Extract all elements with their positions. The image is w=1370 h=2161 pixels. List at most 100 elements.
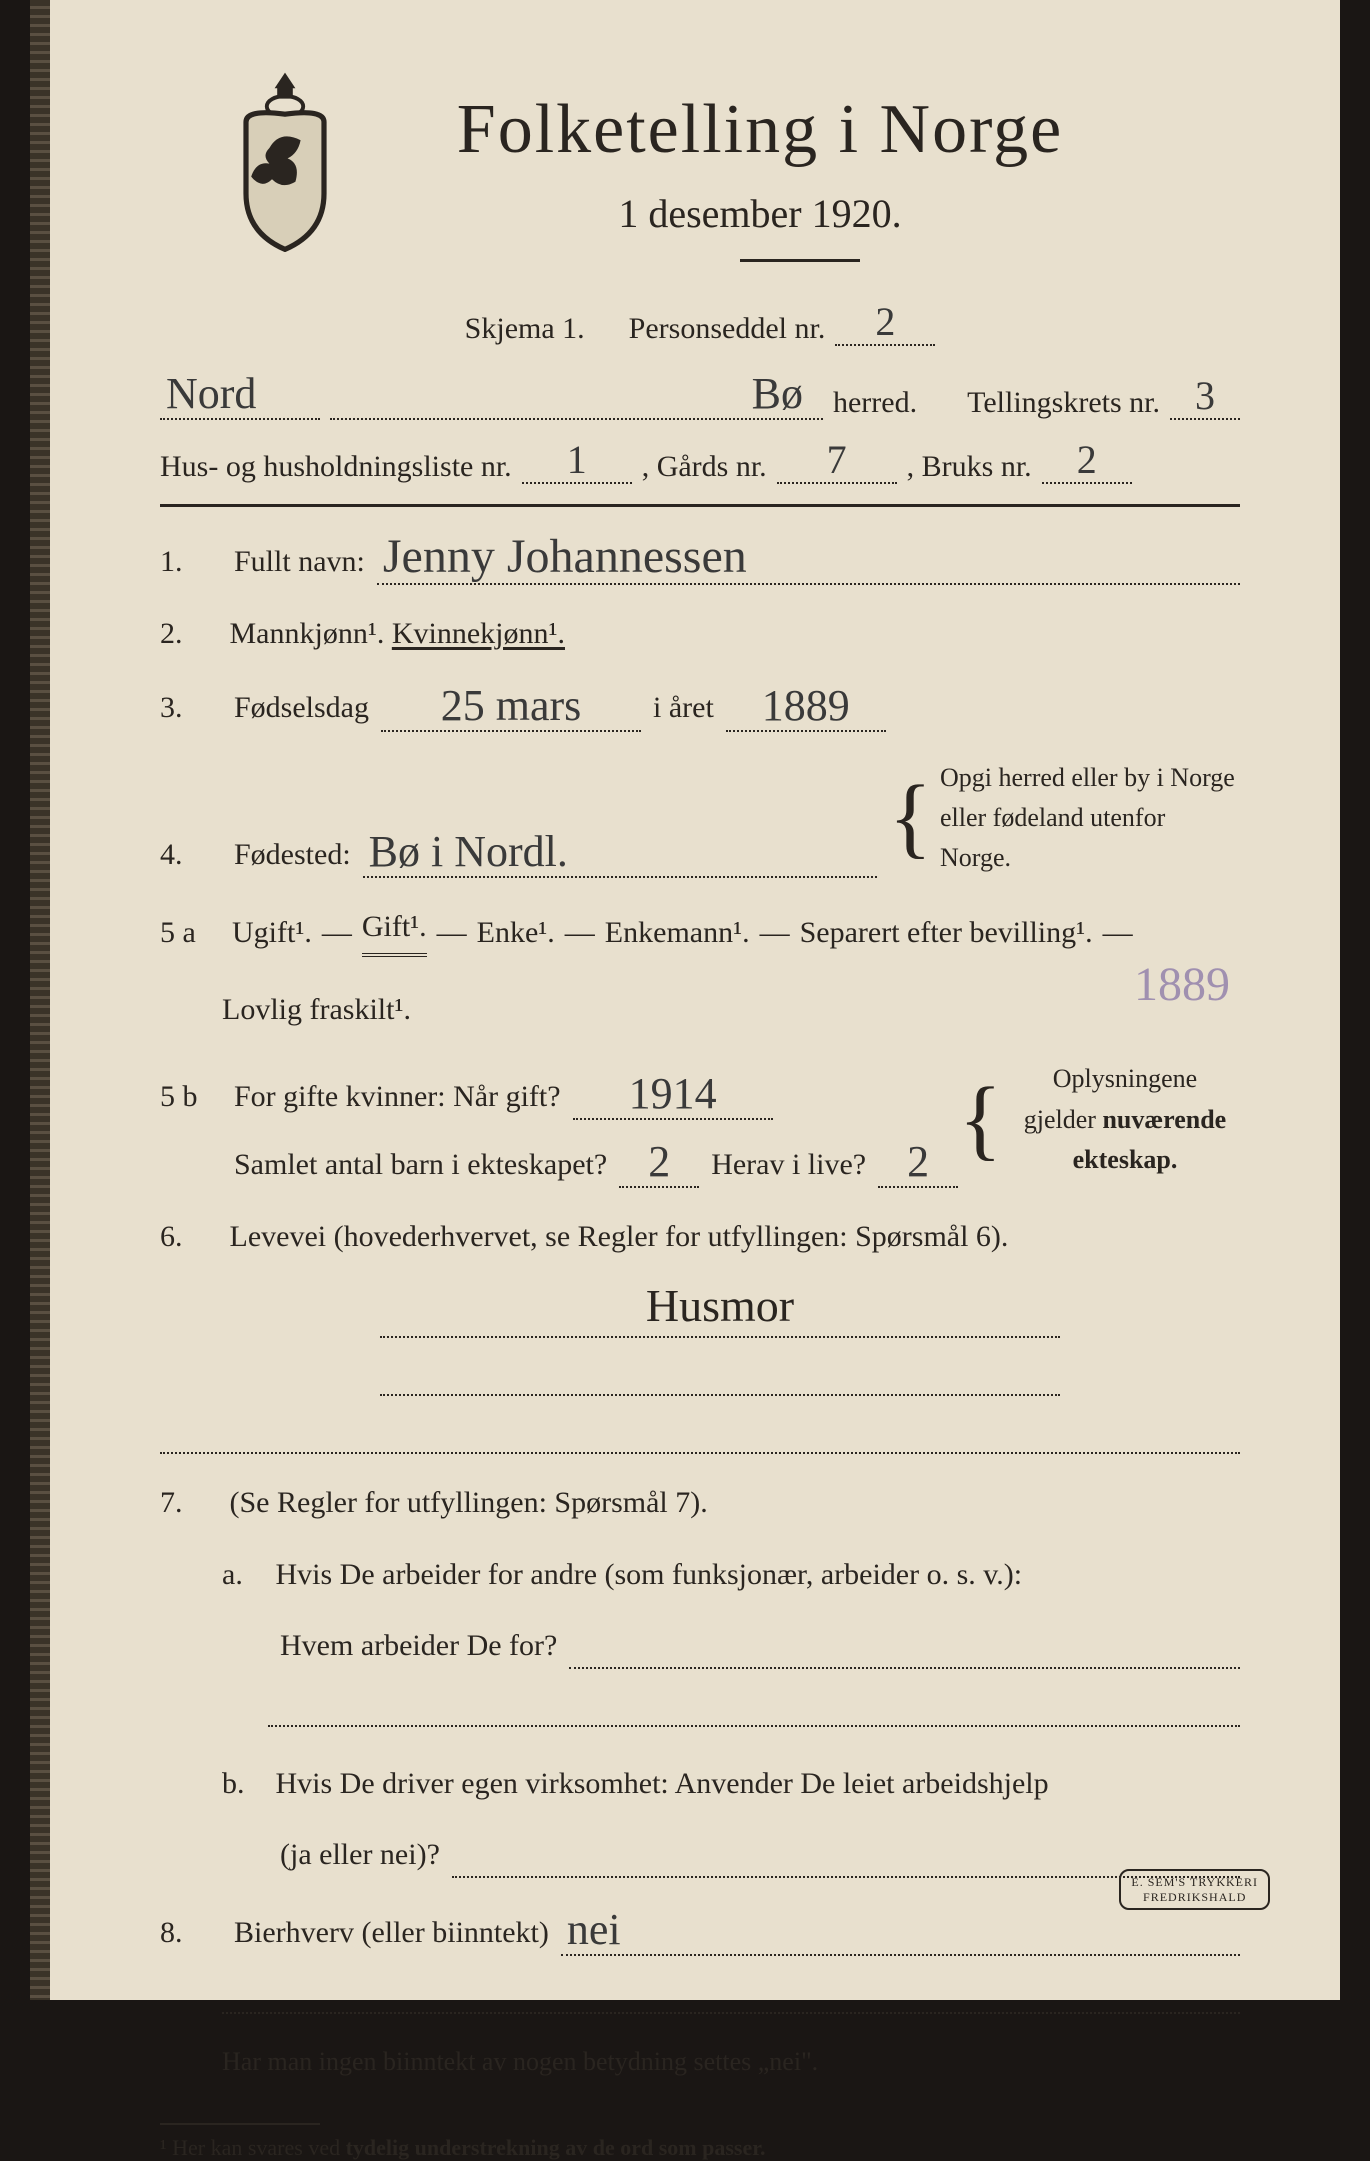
- label-bruks: , Bruks nr.: [907, 450, 1032, 484]
- label-husliste: Hus- og husholdningsliste nr.: [160, 450, 512, 484]
- opt-separert: Separert efter bevilling¹.: [800, 910, 1093, 957]
- q7b-l2: (ja eller nei)?: [280, 1832, 440, 1879]
- scan-edge: [30, 0, 50, 2000]
- q7-label: (Se Regler for utfyllingen: Spørsmål 7).: [230, 1486, 708, 1519]
- q6-label: Levevei (hovederhvervet, se Regler for u…: [230, 1220, 1009, 1253]
- opt-gift: Gift¹.: [362, 904, 427, 957]
- field-fodselsar: 1889: [726, 684, 886, 732]
- q5a-num: 5 a: [160, 910, 222, 957]
- q7b-num: b.: [222, 1761, 268, 1808]
- footnote-bold: tydelig understrekning av de ord som pas…: [346, 2135, 766, 2160]
- field-nar-gift: 1914: [573, 1072, 773, 1120]
- q3-label: Fødselsdag: [234, 685, 369, 732]
- footnote-text-a: Her kan svares ved: [172, 2135, 346, 2160]
- q2-opt-mann: Mannkjønn¹.: [230, 617, 385, 650]
- q5b-side-l1: Oplysningene: [1010, 1059, 1240, 1099]
- q4-num: 4.: [160, 832, 222, 879]
- q5b-num: 5 b: [160, 1074, 222, 1121]
- q1-label: Fullt navn:: [234, 539, 365, 586]
- divider: [160, 2123, 320, 2125]
- page-title: Folketelling i Norge: [280, 90, 1240, 170]
- q3-label2: i året: [653, 685, 714, 732]
- q8-num: 8.: [160, 1910, 222, 1957]
- pencil-annotation: 1889: [1134, 948, 1230, 1022]
- divider: [160, 504, 1240, 507]
- footnote-sup: ¹: [160, 2135, 167, 2160]
- q5b-side-bold: nuværende ekteskap.: [1073, 1105, 1227, 1174]
- label-gards: , Gårds nr.: [642, 450, 767, 484]
- label-herred: herred.: [833, 386, 917, 420]
- row-hus: Hus- og husholdningsliste nr. 1 , Gårds …: [160, 440, 1240, 484]
- sep: —: [760, 910, 790, 957]
- sep: —: [437, 910, 467, 957]
- q5b-l1: For gifte kvinner: Når gift?: [234, 1074, 561, 1121]
- q5b-l2a: Samlet antal barn i ekteskapet?: [234, 1142, 607, 1189]
- header: Folketelling i Norge 1 desember 1920.: [160, 90, 1240, 262]
- sep: —: [1103, 910, 1133, 957]
- q7: 7. (Se Regler for utfyllingen: Spørsmål …: [160, 1480, 1240, 1527]
- q2-opt-kvinne: Kvinnekjønn¹.: [392, 617, 565, 650]
- field-prefix: Nord: [160, 372, 320, 420]
- q7a-l2: Hvem arbeider De for?: [280, 1623, 557, 1670]
- field-bierhverv: nei: [561, 1908, 1240, 1956]
- brace-icon: {: [889, 786, 932, 849]
- coat-of-arms-icon: [220, 70, 350, 250]
- stamp-l2: FREDRIKSHALD: [1131, 1890, 1258, 1904]
- q4-side-l1: Opgi herred eller by i Norge: [940, 758, 1240, 798]
- stamp-l1: E. SEM'S TRYKKERI: [1131, 1875, 1258, 1889]
- opt-enkemann: Enkemann¹.: [605, 910, 750, 957]
- q8-label: Bierhverv (eller biinntekt): [234, 1910, 549, 1957]
- sep: —: [565, 910, 595, 957]
- q5b-sidenote: { Oplysningene gjelder nuværende ekteska…: [959, 1059, 1240, 1180]
- field-tellingskrets-nr: 3: [1170, 376, 1240, 420]
- q5b: 5 b For gifte kvinner: Når gift? 1914 { …: [160, 1059, 1240, 1188]
- field-levevei: Husmor: [380, 1279, 1060, 1338]
- q4: 4. Fødested: Bø i Nordl. { Opgi herred e…: [160, 758, 1240, 879]
- q7a: a. Hvis De arbeider for andre (som funks…: [160, 1552, 1240, 1727]
- q7a-num: a.: [222, 1552, 268, 1599]
- label-skjema: Skjema 1.: [465, 312, 585, 346]
- field-personseddel-nr: 2: [835, 302, 935, 346]
- blank-line: [268, 1691, 1240, 1727]
- field-i-live: 2: [878, 1140, 958, 1188]
- q7-num: 7.: [160, 1480, 222, 1527]
- label-tellingskrets: Tellingskrets nr.: [967, 386, 1160, 420]
- sep: —: [322, 910, 352, 957]
- q2: 2. Mannkjønn¹. Kvinnekjønn¹.: [160, 611, 1240, 658]
- opt-enke: Enke¹.: [477, 910, 555, 957]
- field-bruks-nr: 2: [1042, 440, 1132, 484]
- q6-num: 6.: [160, 1214, 222, 1261]
- blank-line: [222, 1978, 1240, 2014]
- q4-label: Fødested:: [234, 832, 351, 879]
- q5b-l2b: Herav i live?: [711, 1142, 866, 1189]
- census-form-page: Folketelling i Norge 1 desember 1920. Sk…: [50, 0, 1340, 2000]
- q3: 3. Fødselsdag 25 mars i året 1889: [160, 684, 1240, 732]
- q5a: 5 a Ugift¹. — Gift¹. — Enke¹. — Enkemann…: [160, 904, 1240, 1033]
- printer-stamp: E. SEM'S TRYKKERI FREDRIKSHALD: [1119, 1869, 1270, 1910]
- q7a-l1: Hvis De arbeider for andre (som funksjon…: [276, 1558, 1023, 1591]
- note-biinntekt: Har man ingen biinntekt av nogen betydni…: [222, 2042, 1240, 2082]
- q6: 6. Levevei (hovederhvervet, se Regler fo…: [160, 1214, 1240, 1261]
- q4-side-l2: eller fødeland utenfor Norge.: [940, 798, 1240, 879]
- label-personseddel: Personseddel nr.: [629, 312, 826, 346]
- field-fodselsdag: 25 mars: [381, 684, 641, 732]
- row-herred: Nord Bø herred. Tellingskrets nr. 3: [160, 372, 1240, 420]
- q3-num: 3.: [160, 685, 222, 732]
- q2-num: 2.: [160, 611, 222, 658]
- q8: 8. Bierhverv (eller biinntekt) nei: [160, 1908, 1240, 1956]
- opt-fraskilt: Lovlig fraskilt¹.: [222, 993, 411, 1026]
- field-husliste-nr: 1: [522, 440, 632, 484]
- q1: 1. Fullt navn: Jenny Johannessen: [160, 533, 1240, 585]
- q7b: b. Hvis De driver egen virksomhet: Anven…: [160, 1761, 1240, 1878]
- field-fodested: Bø i Nordl.: [363, 830, 877, 878]
- field-arbeider-for: [569, 1665, 1240, 1669]
- footnote: ¹ Her kan svares ved tydelig understrekn…: [160, 2135, 1240, 2161]
- field-gards-nr: 7: [777, 440, 897, 484]
- q7b-l1: Hvis De driver egen virksomhet: Anvender…: [276, 1767, 1049, 1800]
- q5b-side-l2: gjelder: [1024, 1105, 1096, 1134]
- brace-icon: {: [959, 1088, 1002, 1151]
- blank-line: [160, 1418, 1240, 1454]
- opt-ugift: Ugift¹.: [232, 910, 312, 957]
- q4-sidenote: { Opgi herred eller by i Norge eller fød…: [889, 758, 1240, 879]
- page-subtitle: 1 desember 1920.: [280, 190, 1240, 237]
